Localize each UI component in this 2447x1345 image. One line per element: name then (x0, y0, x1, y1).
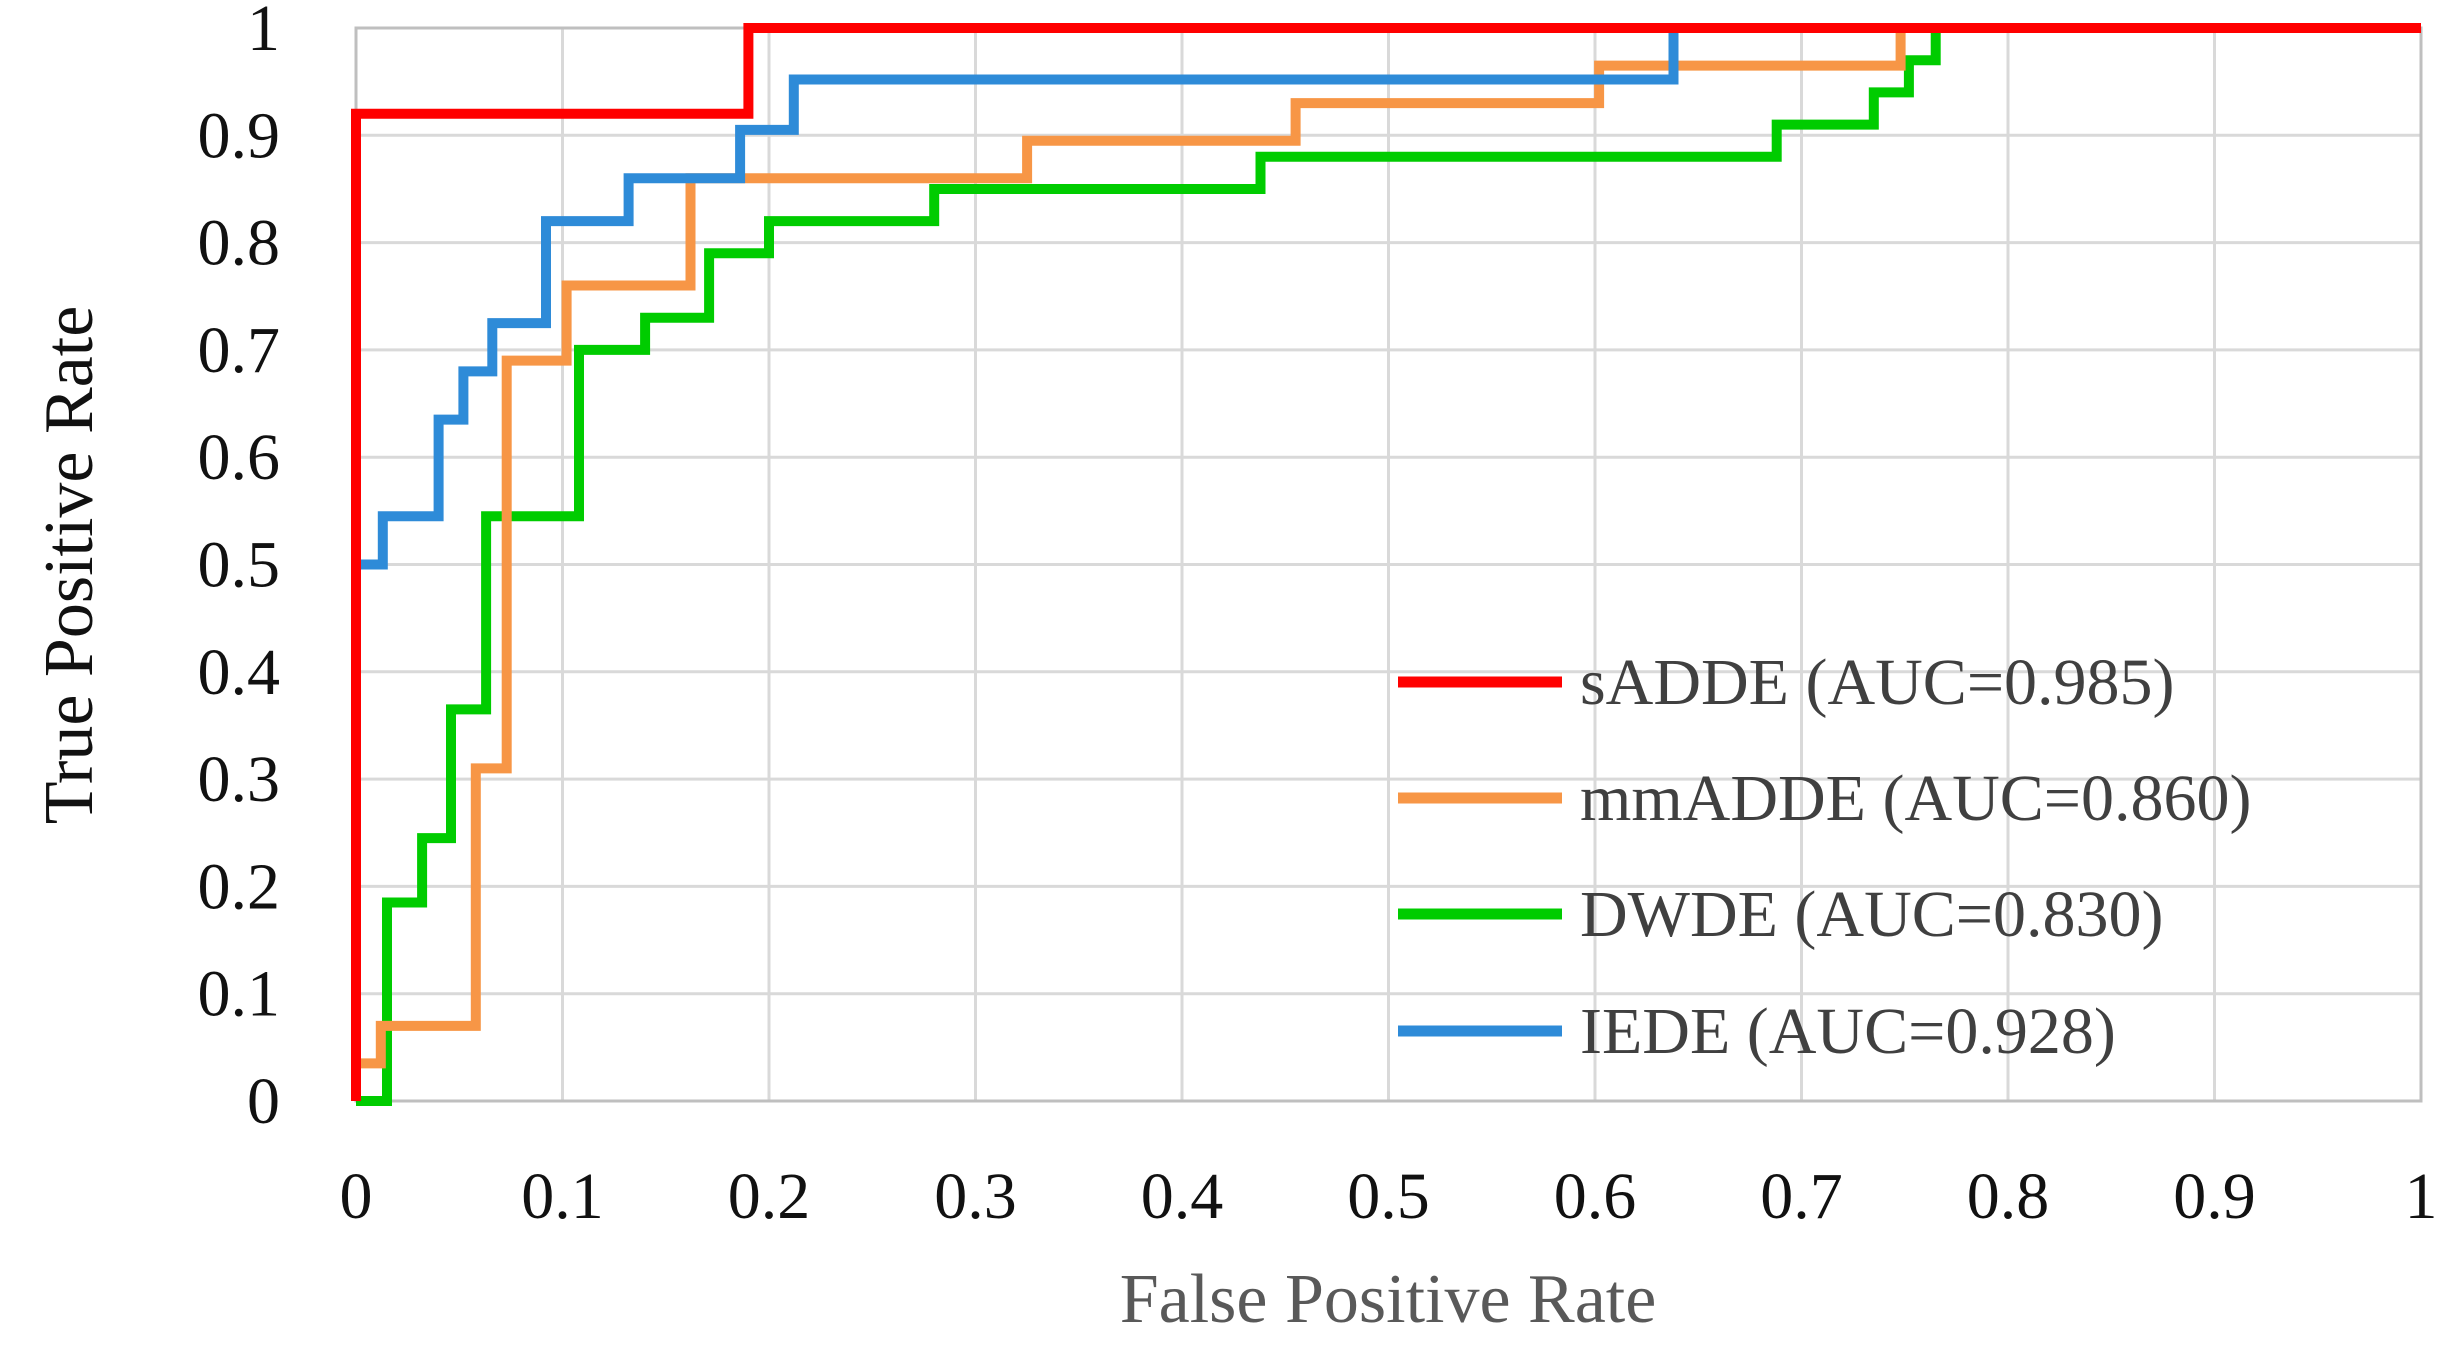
x-tick-label: 1 (2405, 1160, 2438, 1233)
legend-label: IEDE (AUC=0.928) (1580, 995, 2116, 1068)
y-tick-label: 0.4 (198, 636, 281, 709)
x-tick-label: 0.3 (934, 1160, 1017, 1233)
x-tick-label: 0.9 (2173, 1160, 2256, 1233)
x-tick-label: 0.7 (1760, 1160, 1843, 1233)
legend-item-iede: IEDE (AUC=0.928) (1398, 995, 2116, 1068)
y-tick-label: 0.7 (198, 314, 281, 387)
series-line-iede (351, 23, 2421, 1101)
legend-label: DWDE (AUC=0.830) (1580, 878, 2163, 951)
x-tick-label: 0.1 (521, 1160, 604, 1233)
x-tick-label: 0.8 (1967, 1160, 2050, 1233)
x-axis-title: False Positive Rate (1120, 1261, 1657, 1338)
series-line-dwde (356, 23, 2421, 1106)
legend-item-sadde: sADDE (AUC=0.985) (1398, 646, 2175, 719)
y-axis-title: True Positive Rate (31, 306, 108, 825)
legend-item-dwde: DWDE (AUC=0.830) (1398, 878, 2163, 951)
x-tick-label: 0.2 (728, 1160, 811, 1233)
y-tick-label: 1 (247, 0, 280, 65)
x-tick-label: 0.4 (1141, 1160, 1224, 1233)
y-tick-label: 0.2 (198, 850, 281, 923)
legend: sADDE (AUC=0.985) mmADDE (AUC=0.860) DWDE … (1398, 646, 2252, 1068)
legend-label: sADDE (AUC=0.985) (1580, 646, 2175, 719)
y-tick-label: 0 (247, 1065, 280, 1138)
y-tick-label: 0.3 (198, 743, 281, 816)
series-lines (351, 23, 2421, 1106)
x-tick-labels: 0 0.1 0.2 0.3 0.4 0.5 0.6 0.7 0.8 0.9 1 (340, 1160, 2438, 1233)
y-tick-label: 0.8 (198, 207, 281, 280)
series-line-sadde (351, 23, 2421, 1101)
x-tick-label: 0 (340, 1160, 373, 1233)
y-tick-label: 0.5 (198, 529, 281, 602)
y-tick-label: 0.6 (198, 421, 281, 494)
legend-item-mmadde: mmADDE (AUC=0.860) (1398, 762, 2252, 835)
x-tick-label: 0.5 (1347, 1160, 1430, 1233)
x-tick-label: 0.6 (1554, 1160, 1637, 1233)
y-tick-labels: 0 0.1 0.2 0.3 0.4 0.5 0.6 0.7 0.8 0.9 1 (198, 0, 281, 1138)
y-tick-label: 0.1 (198, 958, 281, 1031)
y-tick-label: 0.9 (198, 99, 281, 172)
legend-label: mmADDE (AUC=0.860) (1580, 762, 2252, 835)
